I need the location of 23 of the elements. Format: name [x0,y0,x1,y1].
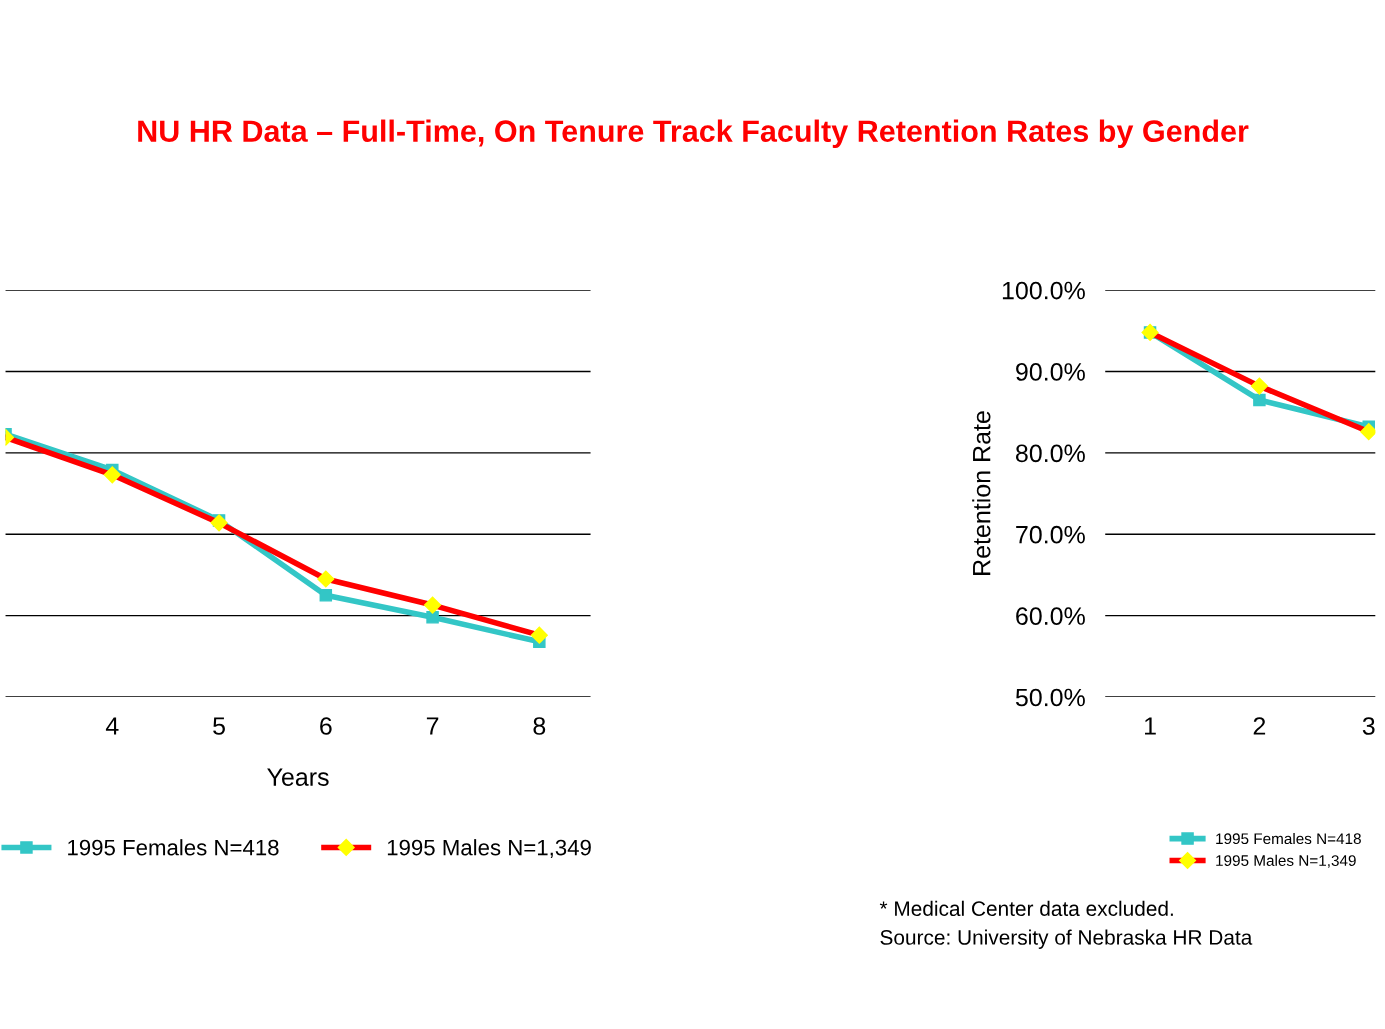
source-note: Source: University of Nebraska HR Data [880,929,1253,949]
x-tick-label: 3 [1362,717,1375,735]
y-tick-label: 70.0% [1016,525,1085,544]
legend-label: 1995 Females N=418 [68,839,279,856]
x-axis-title: Years [267,768,329,786]
y-tick-label: 60.0% [1016,607,1085,625]
y-tick-label: 50.0% [1015,688,1085,707]
y-tick-label: 80.0% [1015,444,1085,463]
x-tick-label: 1 [1145,717,1156,735]
x-tick-label: 2 [1253,717,1266,735]
x-tick-label: 7 [426,717,439,735]
text: * Medical Center data excluded. [879,900,1173,917]
y-tick-label: 90.0% [1016,363,1085,381]
legend-label: 1995 Males N=1,349 [387,839,591,859]
legend-label: 1995 Females N=418 [1216,832,1361,845]
text: NU HR Data – Full-Time, On Tenure Track Faculty Retention Rates by Gender [138,119,1249,149]
y-axis-title: Retention Rate [972,411,991,575]
legend-label: 1995 Males N=1,349 [1216,854,1356,868]
x-tick-label: 5 [213,717,225,735]
y-tick-label: 100.0% [1002,281,1085,300]
x-tick-label: 4 [105,717,119,735]
x-tick-label: 8 [533,717,546,735]
x-tick-label: 6 [320,717,332,735]
